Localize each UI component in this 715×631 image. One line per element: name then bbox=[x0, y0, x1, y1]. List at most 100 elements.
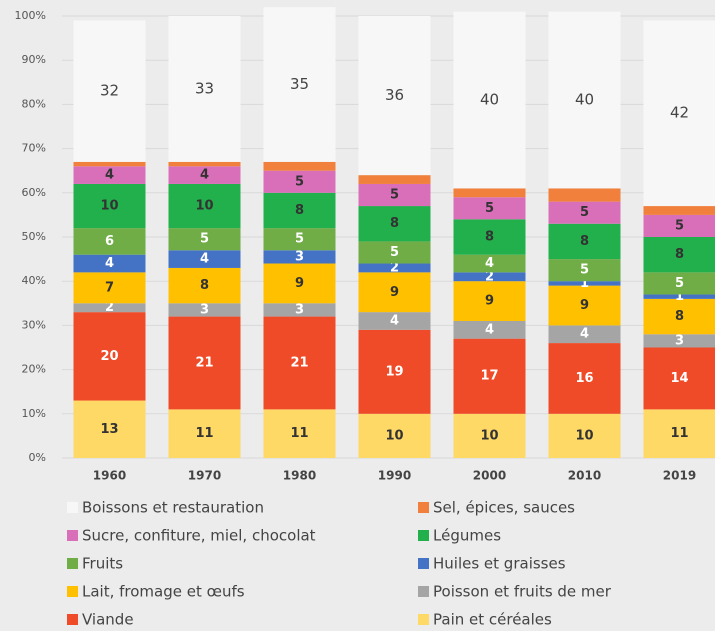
bar-segment bbox=[643, 294, 715, 299]
bar-segment bbox=[643, 214, 715, 237]
y-tick-label: 50% bbox=[22, 230, 46, 243]
data-label: 9 bbox=[580, 298, 589, 313]
legend-swatch bbox=[67, 530, 78, 541]
data-label: 33 bbox=[195, 79, 214, 97]
bar-segment bbox=[168, 166, 241, 184]
bar-segment bbox=[73, 254, 146, 273]
bar-segment bbox=[358, 183, 431, 207]
legend-swatch bbox=[418, 614, 429, 625]
bar-segment bbox=[73, 20, 146, 162]
bar-segment bbox=[453, 254, 526, 273]
data-label: 42 bbox=[670, 104, 689, 122]
bar-segment bbox=[73, 312, 146, 401]
bar-segment bbox=[263, 7, 336, 162]
bar-segment bbox=[453, 197, 526, 220]
bar-segment bbox=[548, 285, 621, 326]
bar-segment bbox=[263, 161, 336, 171]
legend-label: Sucre, confiture, miel, chocolat bbox=[82, 527, 316, 545]
legend-swatch bbox=[67, 586, 78, 597]
data-label: 5 bbox=[675, 276, 684, 291]
data-label: 4 bbox=[485, 322, 494, 337]
data-label: 21 bbox=[290, 355, 308, 370]
y-tick-label: 10% bbox=[22, 407, 46, 420]
bar-segment bbox=[453, 11, 526, 189]
y-tick-label: 100% bbox=[15, 9, 46, 22]
bar-segment bbox=[358, 312, 431, 330]
bar-segment bbox=[168, 16, 241, 162]
bar-segment bbox=[168, 228, 241, 251]
bar-segment bbox=[643, 298, 715, 335]
bar-segment bbox=[548, 343, 621, 414]
legend-swatch bbox=[67, 614, 78, 625]
data-label: 6 bbox=[105, 234, 114, 249]
y-tick-label: 20% bbox=[22, 363, 46, 376]
bar-segment bbox=[643, 20, 715, 207]
bar-segment bbox=[453, 272, 526, 282]
data-label: 10 bbox=[100, 199, 118, 214]
bar-segment bbox=[548, 325, 621, 344]
data-label: 5 bbox=[390, 188, 399, 203]
y-tick-label: 30% bbox=[22, 318, 46, 331]
x-tick-label: 1990 bbox=[378, 469, 411, 483]
bar-segment bbox=[453, 219, 526, 255]
bar-segment bbox=[453, 188, 526, 198]
bar-segment bbox=[263, 192, 336, 229]
bar-segment bbox=[453, 413, 526, 458]
bar-segment bbox=[643, 237, 715, 273]
data-label: 5 bbox=[675, 218, 684, 233]
bar-segment bbox=[263, 303, 336, 317]
bar-segment bbox=[168, 267, 241, 304]
x-tick-label: 2000 bbox=[473, 469, 506, 483]
legend-swatch bbox=[67, 502, 78, 513]
data-label: 4 bbox=[580, 327, 589, 342]
x-tick-label: 2019 bbox=[663, 469, 696, 483]
data-label: 8 bbox=[675, 247, 684, 262]
bar-segment bbox=[168, 161, 241, 167]
data-label: 19 bbox=[385, 364, 403, 379]
bar-segment bbox=[263, 316, 336, 410]
bar-segment bbox=[358, 206, 431, 242]
bar-segment bbox=[73, 183, 146, 229]
bar-segment bbox=[548, 201, 621, 224]
y-tick-label: 80% bbox=[22, 97, 46, 110]
legend-label: Poisson et fruits de mer bbox=[433, 583, 612, 601]
bar-segment bbox=[548, 413, 621, 458]
data-label: 4 bbox=[105, 256, 114, 271]
bar-segment bbox=[453, 338, 526, 414]
data-label: 32 bbox=[100, 82, 119, 100]
data-label: 5 bbox=[295, 232, 304, 247]
data-label: 1 bbox=[675, 289, 684, 304]
x-tick-label: 2010 bbox=[568, 469, 601, 483]
data-label: 8 bbox=[295, 203, 304, 218]
data-label: 14 bbox=[670, 371, 688, 386]
data-label: 8 bbox=[485, 230, 494, 245]
data-label: 36 bbox=[385, 86, 404, 104]
data-label: 3 bbox=[675, 333, 684, 348]
bar-segment bbox=[453, 320, 526, 339]
legend-swatch bbox=[418, 558, 429, 569]
bar-segment bbox=[453, 281, 526, 321]
bar-segment bbox=[73, 400, 146, 458]
bar-segment bbox=[73, 228, 146, 255]
legend-label: Huiles et graisses bbox=[433, 555, 566, 573]
data-label: 5 bbox=[200, 232, 209, 247]
data-label: 4 bbox=[390, 313, 399, 328]
bar-segment bbox=[263, 228, 336, 251]
data-label: 9 bbox=[390, 285, 399, 300]
x-tick-label: 1970 bbox=[188, 469, 221, 483]
bar-segment bbox=[643, 409, 715, 458]
bar-segment bbox=[263, 409, 336, 458]
data-label: 11 bbox=[195, 426, 213, 441]
bar-segment bbox=[73, 303, 146, 313]
data-label: 16 bbox=[575, 371, 593, 386]
legend-swatch bbox=[67, 558, 78, 569]
data-label: 8 bbox=[200, 278, 209, 293]
data-label: 2 bbox=[105, 300, 114, 315]
bar-segment bbox=[358, 263, 431, 273]
data-label: 3 bbox=[295, 302, 304, 317]
data-label: 4 bbox=[105, 168, 114, 183]
y-tick-label: 90% bbox=[22, 53, 46, 66]
data-label: 8 bbox=[390, 216, 399, 231]
data-label: 35 bbox=[290, 75, 309, 93]
